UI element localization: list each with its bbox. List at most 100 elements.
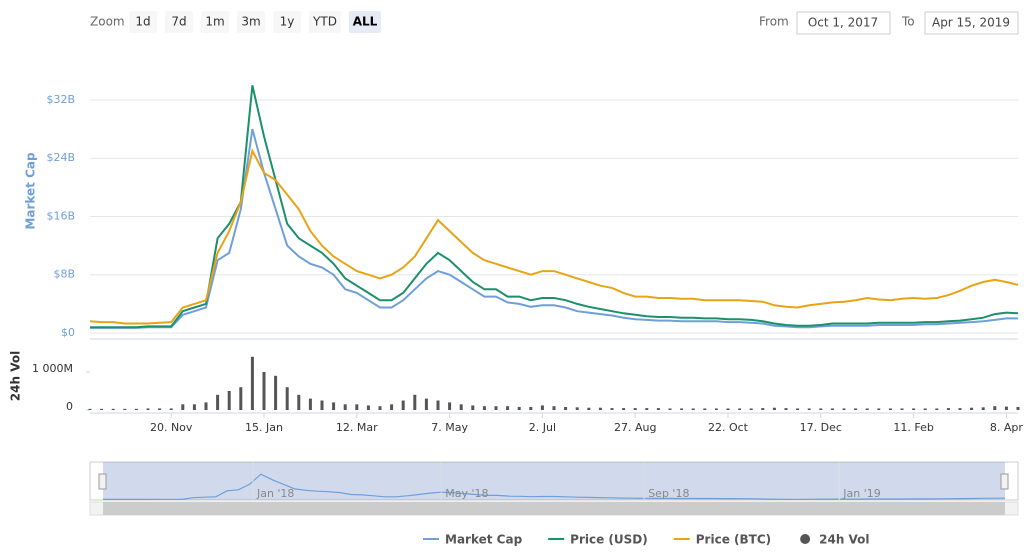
volume-bar [250, 356, 254, 410]
x-tick-label: 27. Aug [614, 421, 656, 434]
legend-symbol[interactable] [800, 534, 811, 544]
from-date[interactable]: Oct 1, 2017 [808, 16, 878, 30]
volume-bar [517, 406, 521, 410]
volume-bar [761, 408, 765, 410]
legend-item[interactable]: Price (USD) [548, 533, 648, 547]
legend-item[interactable]: Market Cap [423, 533, 523, 547]
legend-item[interactable]: 24h Vol [800, 533, 870, 547]
volume-bar [169, 408, 173, 410]
volume-bar [158, 408, 162, 410]
volume-bar [726, 408, 730, 410]
volume-bar [506, 406, 510, 410]
volume-bar [888, 408, 892, 410]
volume-bar [865, 408, 869, 410]
volume-bar [633, 408, 637, 410]
volume-bar [192, 404, 196, 410]
button-label[interactable]: 7d [171, 15, 186, 29]
button-bg[interactable] [129, 11, 157, 33]
volume-bar [575, 407, 579, 410]
legend-label[interactable]: Price (BTC) [696, 533, 771, 547]
button-bg[interactable] [349, 11, 381, 33]
volume-bar [958, 408, 962, 410]
button-label[interactable]: 1y [280, 15, 295, 29]
volume-bar [413, 394, 417, 410]
to-input[interactable] [924, 11, 1019, 35]
navigator-frame [89, 461, 1019, 501]
volume-bar [935, 408, 939, 410]
volume-bar [610, 408, 614, 410]
button-label[interactable]: 1d [135, 15, 150, 29]
volume-bar [900, 408, 904, 410]
zoom-label: Zoom [90, 15, 125, 29]
volume-bar [854, 408, 858, 410]
volume-bar [134, 408, 138, 410]
navigator-label: Sep '18 [648, 487, 689, 500]
volume-bar [494, 406, 498, 410]
navigator-label: May '18 [445, 487, 488, 500]
volume-bar [123, 408, 127, 410]
button-label[interactable]: ALL [353, 15, 378, 29]
x-tick-label: 15. Jan [245, 421, 283, 434]
volume-bar [656, 408, 660, 410]
volume-bar [564, 406, 568, 410]
x-tick-label: 11. Feb [893, 421, 933, 434]
volume-bar [691, 408, 695, 410]
navigator-handle[interactable] [98, 473, 107, 490]
y-axis-title: Market Cap [24, 152, 38, 230]
y-tick-label: $32B [46, 93, 75, 106]
volume-bar [993, 406, 997, 410]
volume-bar [714, 408, 718, 410]
button-bg[interactable] [309, 11, 341, 33]
legend-item[interactable]: Price (BTC) [673, 533, 771, 547]
button-label[interactable]: YTD [312, 15, 337, 29]
volume-bar [738, 408, 742, 410]
y-tick-label: $0 [61, 326, 75, 339]
volume-bar [181, 404, 185, 410]
scrollbar-thumb[interactable] [103, 502, 1005, 515]
navigator-label: Jan '19 [842, 487, 880, 500]
volume-bar [587, 407, 591, 410]
legend-label[interactable]: 24h Vol [819, 533, 869, 547]
button-label[interactable]: 1m [205, 15, 224, 29]
range-button[interactable]: YTD [309, 11, 341, 33]
volume-bar [308, 398, 312, 410]
volume-bar [772, 407, 776, 410]
volume-bar [912, 408, 916, 410]
range-button[interactable]: 1y [273, 11, 301, 33]
button-bg[interactable] [165, 11, 193, 33]
volume-bar [529, 406, 533, 410]
volume-bar [482, 406, 486, 410]
volume-bar [749, 408, 753, 410]
button-bg[interactable] [237, 11, 265, 33]
volume-bar [227, 391, 231, 410]
x-tick-label: 20. Nov [150, 421, 193, 434]
volume-bar [216, 394, 220, 410]
volume-bar [1004, 406, 1008, 410]
navigator-handle[interactable] [1000, 473, 1009, 490]
legend-label[interactable]: Market Cap [445, 533, 523, 547]
button-label[interactable]: 3m [241, 15, 260, 29]
button-bg[interactable] [201, 11, 229, 33]
y2-tick-label: 0 [66, 400, 73, 413]
range-button[interactable]: 7d [165, 11, 193, 33]
volume-bar [459, 404, 463, 410]
volume-bar [622, 408, 626, 410]
volume-bar [100, 408, 104, 410]
to-date[interactable]: Apr 15, 2019 [932, 16, 1010, 30]
volume-bar [332, 402, 336, 410]
range-button[interactable]: 1m [201, 11, 229, 33]
volume-bar [355, 404, 359, 410]
volume-bar [877, 408, 881, 410]
range-button[interactable]: 3m [237, 11, 265, 33]
x-tick-label: 2. Jul [529, 421, 556, 434]
to-label: To [901, 15, 915, 29]
x-tick-label: 22. Oct [708, 421, 749, 434]
volume-bar [274, 375, 278, 410]
legend-label[interactable]: Price (USD) [570, 533, 648, 547]
navigator-label: Jan '18 [256, 487, 294, 500]
volume-bar [146, 408, 150, 410]
button-bg[interactable] [273, 11, 301, 33]
from-input[interactable] [796, 11, 891, 35]
range-button[interactable]: 1d [129, 11, 157, 33]
range-button[interactable]: ALL [349, 11, 381, 33]
